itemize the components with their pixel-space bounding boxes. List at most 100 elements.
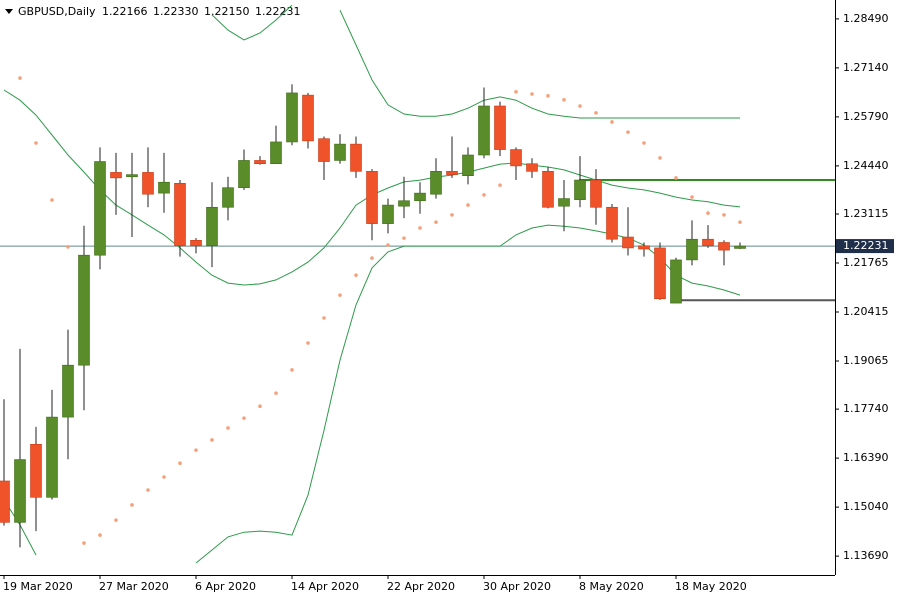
header-value: 1.22231	[255, 5, 301, 18]
candle-body	[654, 247, 666, 300]
y-tick-label: 1.15040	[843, 500, 889, 513]
x-tick-label: 19 Mar 2020	[3, 580, 73, 593]
sar-dot	[322, 316, 326, 320]
candle-body	[206, 206, 218, 247]
sar-dot	[402, 236, 406, 240]
candle-body	[670, 259, 682, 304]
sar-dot	[242, 416, 246, 420]
candle-body	[94, 161, 106, 256]
x-tick-label: 27 Mar 2020	[99, 580, 169, 593]
y-tick-label: 1.21765	[843, 256, 889, 269]
sar-dot	[738, 220, 742, 224]
band-upper	[211, 4, 740, 119]
candle-body	[622, 236, 634, 249]
candle-body	[718, 242, 730, 251]
candle-body	[462, 154, 474, 176]
candle-body	[366, 171, 378, 224]
sar-dot	[562, 98, 566, 102]
candle-body	[62, 364, 74, 418]
candle-body	[494, 105, 506, 150]
candle-body	[238, 160, 250, 188]
candle-body	[350, 143, 362, 172]
x-tick-label: 8 May 2020	[579, 580, 644, 593]
sar-dot	[722, 213, 726, 217]
candle-body	[446, 171, 458, 175]
current-price-label: 1.22231	[843, 239, 889, 252]
sar-dot	[626, 130, 630, 134]
y-tick-label: 1.27140	[843, 61, 889, 74]
sar-dot	[658, 156, 662, 160]
candle-body	[414, 192, 426, 202]
sar-dot	[130, 503, 134, 507]
y-tick-label: 1.17740	[843, 402, 889, 415]
candle-body	[734, 245, 746, 249]
candle-body	[606, 206, 618, 240]
candle-body	[0, 480, 10, 523]
sar-dot	[290, 368, 294, 372]
symbol: GBPUSD,Daily	[18, 5, 96, 18]
candle-body	[702, 238, 714, 247]
y-tick-label: 1.16390	[843, 451, 889, 464]
candle-body	[574, 179, 586, 200]
sar-dot	[34, 141, 38, 145]
sar-dot	[578, 104, 582, 108]
header-value: 1.22166	[102, 5, 148, 18]
x-tick-label: 22 Apr 2020	[387, 580, 455, 593]
sar-dot	[194, 448, 198, 452]
sar-dot	[178, 461, 182, 465]
x-tick-label: 6 Apr 2020	[195, 580, 256, 593]
candle-body	[526, 163, 538, 172]
sar-dot	[338, 293, 342, 297]
sar-dot	[610, 120, 614, 124]
sar-dot	[50, 198, 54, 202]
header-value: 1.22150	[204, 5, 250, 18]
y-tick-label: 1.25790	[843, 110, 889, 123]
sar-dot	[162, 475, 166, 479]
sar-dot	[514, 90, 518, 94]
candle-body	[286, 92, 298, 143]
candle-body	[174, 183, 186, 247]
candle-body	[510, 149, 522, 167]
candle-body	[78, 254, 90, 366]
sar-dot	[706, 211, 710, 215]
sar-dot	[306, 341, 310, 345]
sar-dot	[98, 533, 102, 537]
sar-dot	[418, 226, 422, 230]
y-tick-label: 1.23115	[843, 207, 889, 220]
sar-dot	[18, 76, 22, 80]
y-tick-label: 1.24440	[843, 159, 889, 172]
candle-body	[254, 160, 266, 165]
y-tick-label: 1.28490	[843, 12, 889, 25]
candle-body	[398, 200, 410, 207]
x-tick-label: 14 Apr 2020	[291, 580, 359, 593]
candle-body	[318, 138, 330, 162]
sar-dot	[466, 203, 470, 207]
sar-dot	[530, 92, 534, 96]
x-tick-label: 18 May 2020	[675, 580, 747, 593]
candle-body	[270, 141, 282, 165]
sar-dot	[258, 404, 262, 409]
candle-body	[478, 105, 490, 156]
candle-body	[126, 174, 138, 178]
sar-dot	[482, 193, 486, 197]
sar-dot	[354, 273, 358, 277]
sar-dot	[370, 256, 374, 260]
candle-body	[30, 444, 42, 498]
candle-body	[190, 240, 202, 247]
y-tick-label: 1.13690	[843, 549, 889, 562]
sar-dot	[594, 111, 598, 115]
candle-body	[542, 171, 554, 208]
sar-dot	[434, 220, 438, 224]
sar-dot	[210, 438, 214, 442]
candle-body	[334, 143, 346, 161]
candle-body	[142, 172, 154, 195]
candle-body	[382, 204, 394, 224]
current-price-box	[836, 239, 894, 254]
sar-dot	[690, 195, 694, 199]
sar-dot	[546, 94, 550, 98]
header-value: 1.22330	[153, 5, 199, 18]
candle-body	[14, 459, 26, 523]
candle-body	[430, 171, 442, 195]
sar-dot	[450, 213, 454, 217]
